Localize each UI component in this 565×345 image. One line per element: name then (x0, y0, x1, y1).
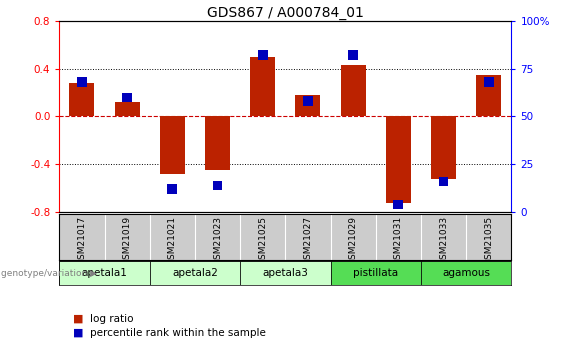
Text: GSM21025: GSM21025 (258, 216, 267, 265)
Text: pistillata: pistillata (353, 268, 398, 278)
Bar (59, 261, 150, 285)
Text: apetala2: apetala2 (172, 268, 218, 278)
Bar (258, 50, 268, 60)
Bar (341, 65, 366, 117)
Text: log ratio: log ratio (90, 314, 134, 324)
Bar (250, 57, 275, 117)
Bar (386, 117, 411, 203)
Bar (150, 261, 240, 285)
Bar (303, 96, 313, 106)
Bar (431, 117, 456, 179)
Text: GSM21023: GSM21023 (213, 216, 222, 265)
Bar (348, 50, 358, 60)
Bar (295, 95, 320, 117)
Text: GSM21033: GSM21033 (439, 216, 448, 265)
Text: ■: ■ (73, 328, 84, 338)
Text: genotype/variation ▶: genotype/variation ▶ (1, 269, 97, 278)
Bar (212, 180, 223, 190)
Bar (393, 200, 403, 209)
Text: percentile rank within the sample: percentile rank within the sample (90, 328, 266, 338)
Bar (484, 77, 494, 87)
Text: GSM21017: GSM21017 (77, 216, 86, 265)
Bar (115, 102, 140, 117)
Bar (69, 83, 94, 117)
Text: agamous: agamous (442, 268, 490, 278)
Bar (421, 261, 511, 285)
Bar (122, 92, 132, 102)
Bar (476, 75, 501, 117)
Text: ■: ■ (73, 314, 84, 324)
Title: GDS867 / A000784_01: GDS867 / A000784_01 (207, 6, 364, 20)
Bar (205, 117, 230, 170)
Text: GSM21027: GSM21027 (303, 216, 312, 265)
Text: GSM21021: GSM21021 (168, 216, 177, 265)
Bar (240, 261, 331, 285)
Text: GSM21031: GSM21031 (394, 216, 403, 265)
Text: apetala3: apetala3 (262, 268, 308, 278)
Text: GSM21035: GSM21035 (484, 216, 493, 265)
Text: GSM21029: GSM21029 (349, 216, 358, 265)
Text: apetala1: apetala1 (81, 268, 128, 278)
Bar (438, 177, 449, 186)
Text: GSM21019: GSM21019 (123, 216, 132, 265)
Bar (160, 117, 185, 174)
Bar (77, 77, 87, 87)
Bar (167, 185, 177, 194)
Bar (331, 261, 421, 285)
